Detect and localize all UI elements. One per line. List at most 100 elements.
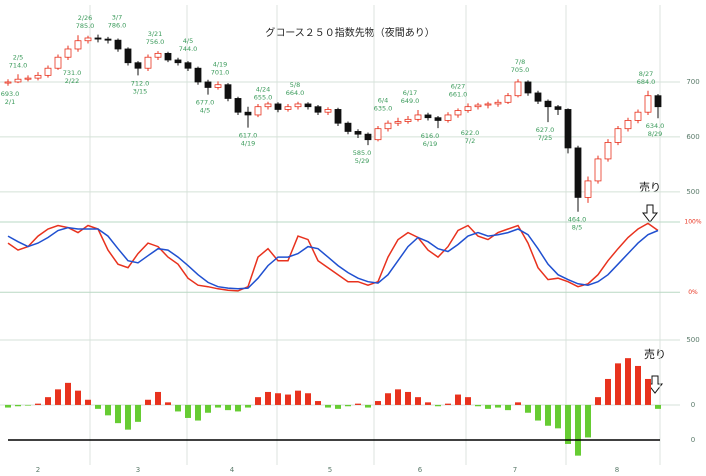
low-price-label: 617.0 [239,132,258,140]
histogram-bar [175,404,181,412]
y-tick-label: 0% [688,289,698,296]
high-price-label: 661.0 [449,90,468,98]
y-tick-label: 500 [686,336,699,344]
x-tick-label: 4 [230,466,235,474]
y-tick-label: 500 [686,188,699,196]
candle-body [404,118,412,122]
high-date-label: 4/24 [256,86,271,94]
histogram-bar [235,404,241,412]
histogram-bar [545,404,551,426]
x-tick-label: 3 [136,466,140,474]
sell-arrow [646,375,664,394]
histogram-bar [225,404,231,411]
histogram-bar [475,404,481,407]
low-price-label: 585.0 [353,149,372,157]
high-date-label: 7/8 [515,58,525,66]
histogram-bar [525,404,531,413]
high-date-label: 6/27 [451,82,466,90]
x-tick-label: 5 [328,466,332,474]
histogram-bar [615,363,621,405]
candle-body [234,98,242,113]
low-price-label: 464.0 [568,216,587,224]
candle-body [254,106,262,116]
histogram-bar [595,397,601,405]
histogram-bar [55,389,61,405]
high-date-label: 6/17 [403,89,418,97]
histogram-bar [425,402,431,405]
low-price-label: 731.0 [63,69,82,77]
candle-body [584,180,592,198]
histogram-bar [325,404,331,408]
histogram-bar [15,404,21,407]
histogram-bar [5,404,11,408]
candle-body [184,62,192,69]
high-price-label: 635.0 [374,105,393,113]
sell-annotation: 売り [644,348,666,361]
histogram-bar [505,404,511,411]
histogram-bar [375,401,381,405]
low-date-label: 5/29 [355,157,370,165]
low-price-label: 622.0 [461,129,480,137]
histogram-bar [125,404,131,430]
candle-body [354,131,362,135]
candle-body [374,128,382,141]
stochastic-line [7,226,659,290]
candle-body [144,56,152,69]
candle-body [294,103,302,108]
high-date-label: 3/7 [112,14,122,22]
histogram-bar [105,404,111,416]
high-date-label: 5/8 [290,81,300,89]
candle-body [344,122,352,132]
histogram-bar [245,404,251,408]
candle-body [74,40,82,50]
candle-body [334,109,342,124]
candle-body [504,95,512,103]
histogram-bar [445,403,451,405]
y-tick-label: 700 [686,78,699,86]
histogram-bar [565,404,571,444]
candle-body [34,74,42,79]
candle-body [274,103,282,110]
histogram-bar [255,397,261,405]
candle-body [474,104,482,108]
candle-body [244,111,252,116]
candle-body [654,95,662,108]
low-date-label: 7/2 [465,137,475,145]
histogram-bar [265,391,271,405]
high-price-label: 705.0 [511,66,530,74]
x-tick-label: 2 [36,466,40,474]
y-tick-label: 600 [686,133,699,141]
candle-body [64,48,72,58]
x-tick-label: 7 [513,466,517,474]
candle-body [304,103,312,108]
histogram-bar [65,382,71,405]
candle-body [634,111,642,121]
high-date-label: 6/4 [378,97,388,105]
candle-body [524,81,532,94]
x-tick-label: 6 [418,466,423,474]
histogram-bar [75,390,81,405]
candle-body [154,52,162,58]
candle-body [44,67,52,76]
high-price-label: 684.0 [637,78,656,86]
candle-body [104,38,112,41]
candle-body [24,77,32,80]
histogram-bar [45,397,51,405]
baseline-label: 0 [691,436,695,444]
histogram-bar [635,365,641,405]
low-date-label: 8/5 [572,224,582,232]
y-tick-label: 0 [691,401,695,409]
candle-body [14,78,22,83]
histogram-bar [215,404,221,408]
low-price-label: 712.0 [131,79,150,87]
candle-body [644,95,652,113]
high-price-label: 714.0 [9,61,28,69]
histogram-bar [185,404,191,418]
histogram-bar [585,404,591,438]
candle-body [164,52,172,61]
high-price-label: 756.0 [146,38,165,46]
x-tick-label: 8 [615,466,619,474]
high-price-label: 655.0 [254,94,273,102]
candle-body [84,37,92,42]
